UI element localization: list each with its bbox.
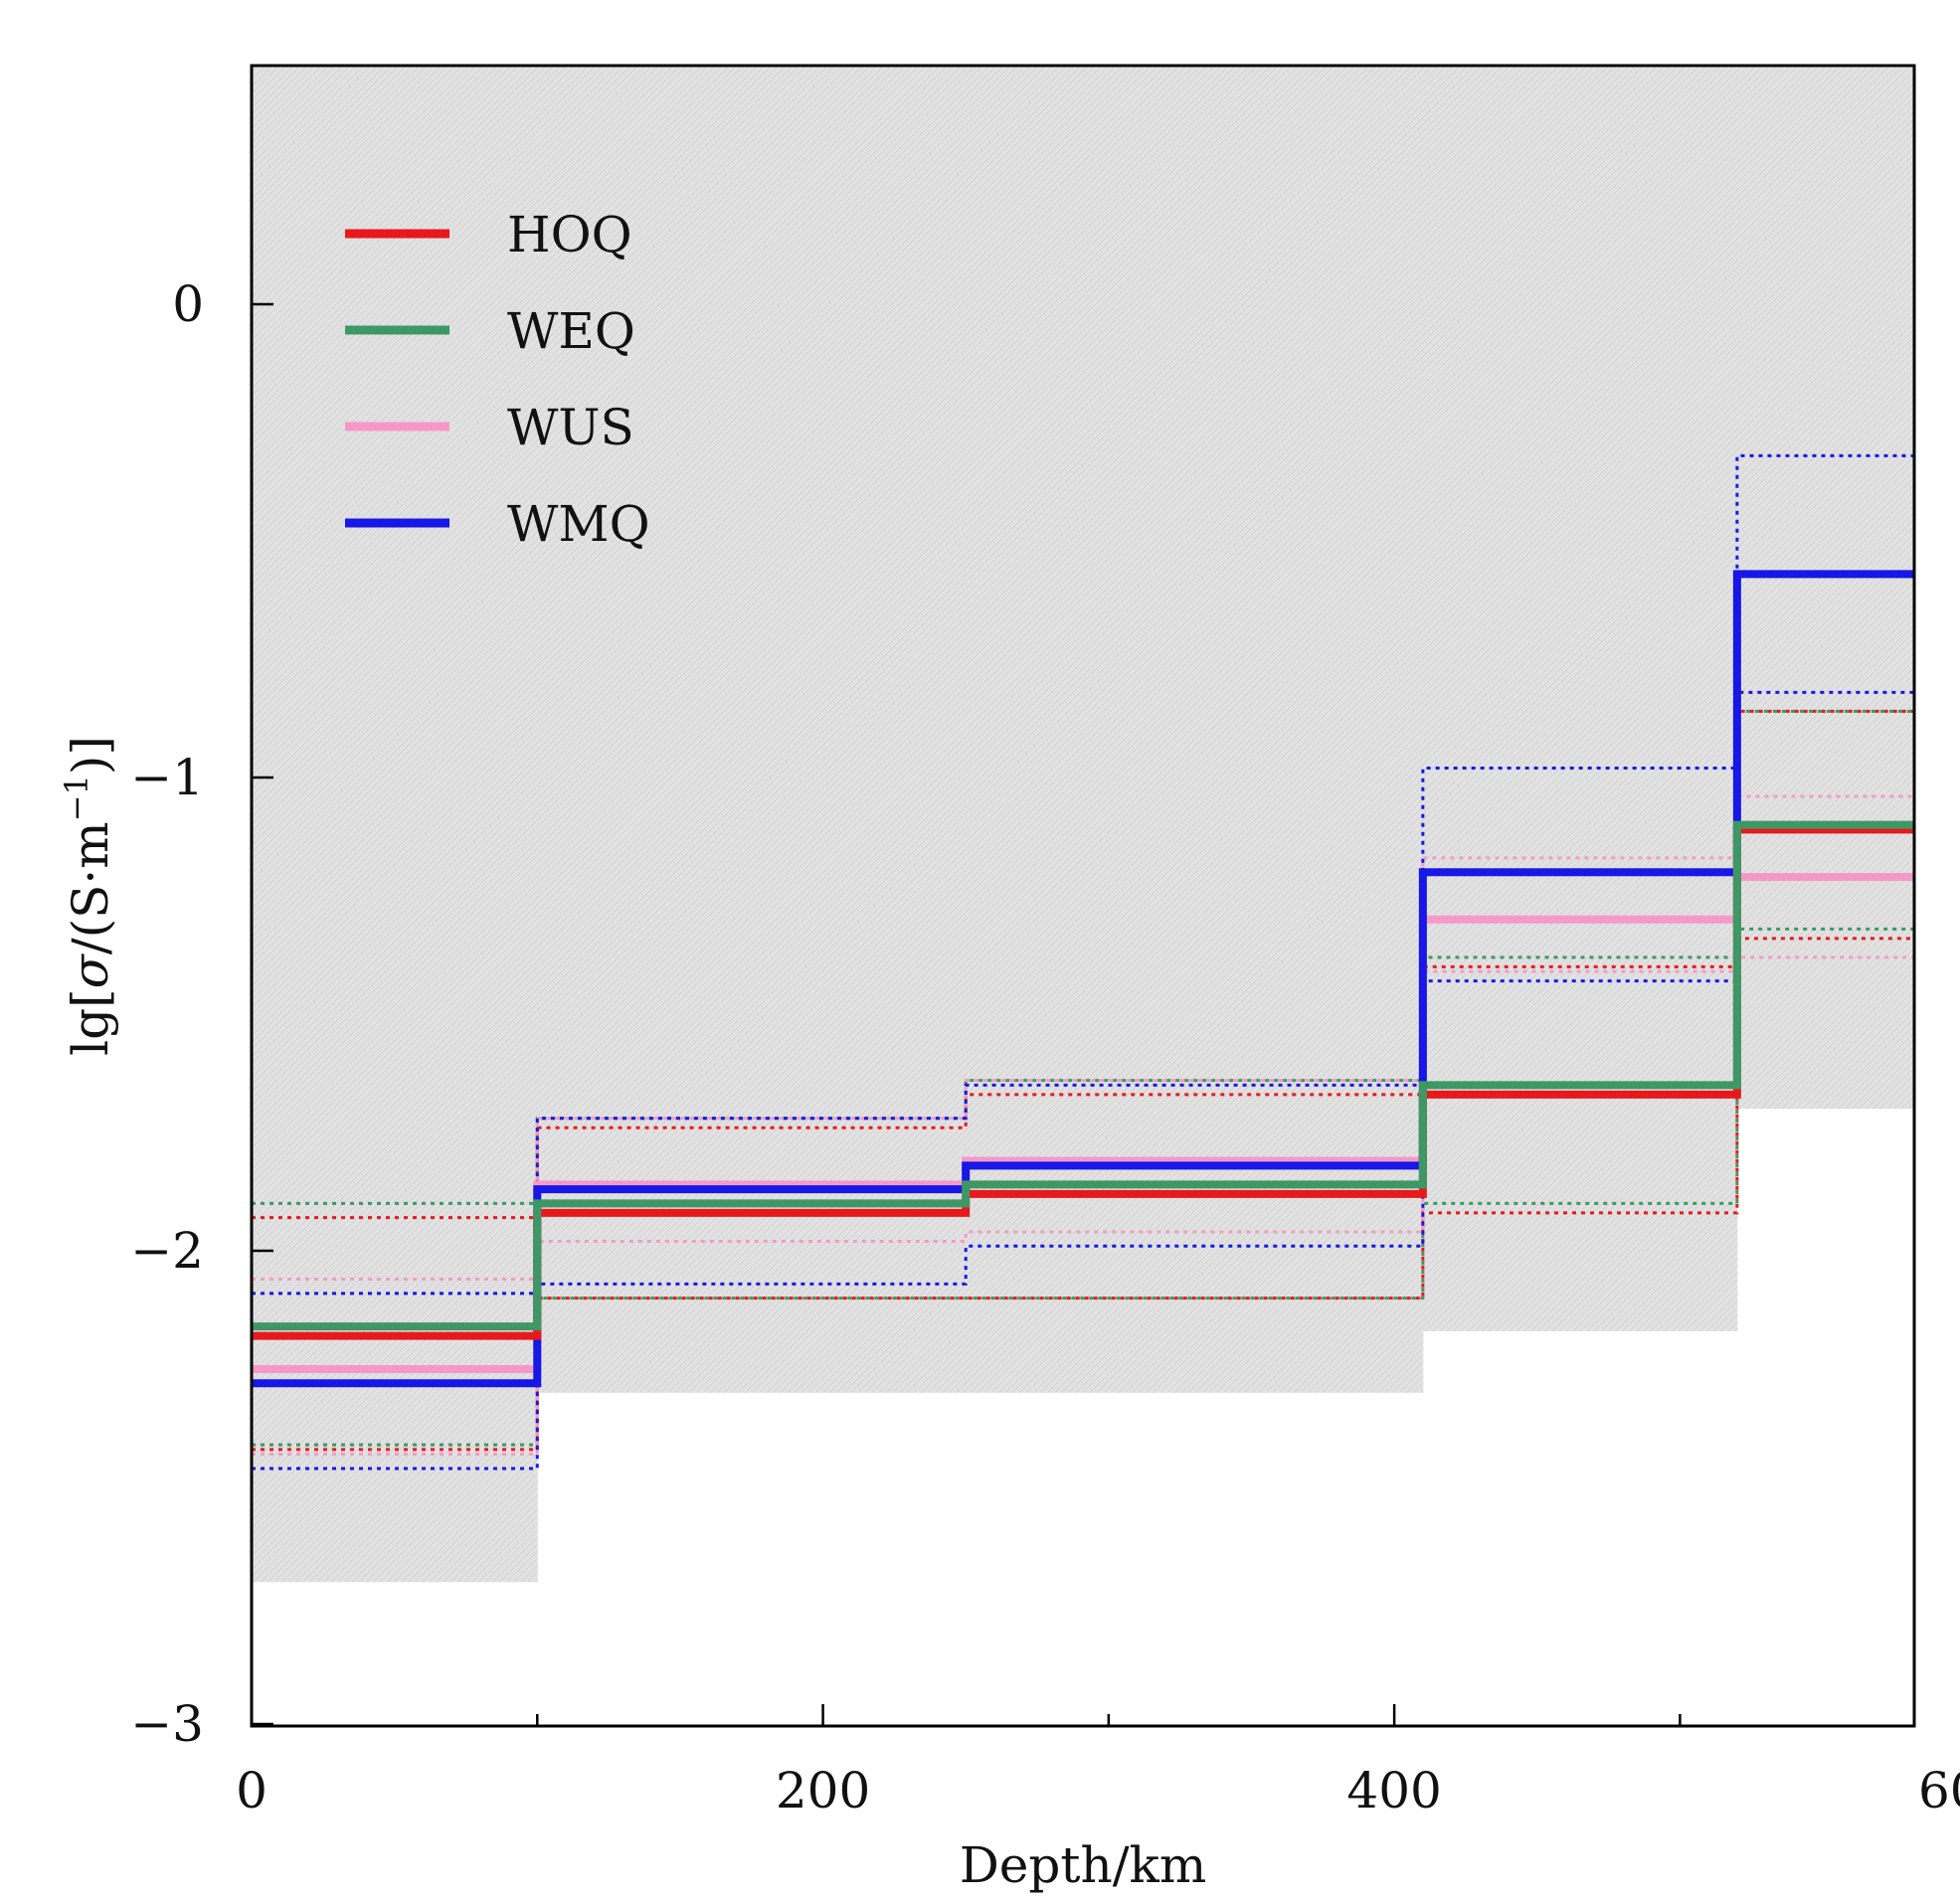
wmq-series-line — [252, 570, 1914, 1388]
prior-range-band — [1422, 68, 1738, 1331]
legend-label-hoq: HOQ — [507, 206, 632, 263]
x-tick-label: 0 — [236, 1762, 267, 1819]
weq-upper-bound — [252, 709, 1914, 1205]
y-axis-label-prefix: lg[ — [62, 988, 119, 1056]
wmq-upper-bound — [252, 453, 1914, 1296]
y-axis-label-exponent: −1 — [58, 775, 95, 821]
wus-lower-bound — [252, 955, 1914, 1457]
wus-series-line — [252, 872, 1914, 1373]
y-tick-label: −1 — [130, 749, 204, 806]
legend-label-weq: WEQ — [507, 302, 635, 360]
y-tick-label: −2 — [130, 1222, 204, 1280]
y-axis-label-sigma: σ — [62, 952, 119, 988]
hoq-lower-bound — [252, 937, 1914, 1452]
prior-range-band — [252, 68, 538, 1583]
axis-ticks: 020040060080010000−1−2−3 — [130, 275, 1960, 1819]
x-tick-label: 400 — [1346, 1762, 1441, 1819]
prior-range-band — [966, 68, 1424, 1393]
plot-frame — [250, 64, 1916, 1728]
x-tick-label: 200 — [776, 1762, 870, 1819]
legend-label-wus: WUS — [507, 399, 634, 456]
prior-range-area — [252, 68, 1914, 1583]
x-tick-label: 600 — [1918, 1762, 1960, 1819]
prior-range-band — [537, 68, 967, 1393]
y-axis-label: lg[σ/(S·m−1)] — [58, 736, 119, 1056]
prior-range-band — [1736, 68, 1914, 1110]
y-tick-label: −3 — [130, 1695, 204, 1753]
y-tick-label: 0 — [172, 275, 204, 333]
y-axis-label-unit: /(S·m — [62, 821, 119, 954]
model-series — [252, 570, 1914, 1388]
legend-label-wmq: WMQ — [507, 495, 650, 553]
legend: HOQ WEQ WUS WMQ — [345, 206, 650, 553]
y-axis-label-suffix: )] — [62, 736, 119, 775]
hoq-series-line — [252, 825, 1914, 1340]
weq-series-line — [252, 820, 1914, 1331]
x-axis-label: Depth/km — [960, 1836, 1207, 1894]
